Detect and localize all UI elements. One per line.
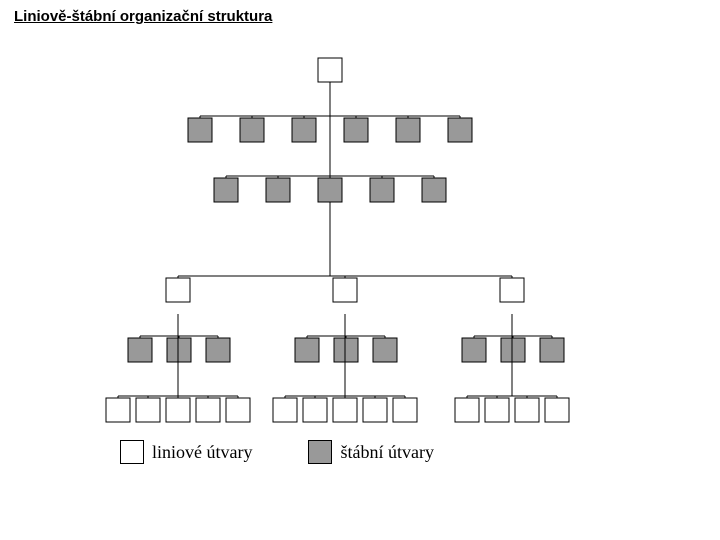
- legend: liniové útvary štábní útvary: [120, 440, 434, 464]
- line-node: [318, 58, 342, 82]
- staff-node: [540, 338, 564, 362]
- staff-node: [295, 338, 319, 362]
- line-node: [500, 278, 524, 302]
- line-node: [363, 398, 387, 422]
- line-node: [333, 278, 357, 302]
- line-node: [333, 398, 357, 422]
- staff-node: [292, 118, 316, 142]
- line-node: [393, 398, 417, 422]
- staff-node: [214, 178, 238, 202]
- line-node: [273, 398, 297, 422]
- line-node: [106, 398, 130, 422]
- diagram-title: Liniově-štábní organizační struktura: [14, 8, 272, 25]
- line-node: [226, 398, 250, 422]
- staff-node: [344, 118, 368, 142]
- staff-node: [318, 178, 342, 202]
- line-node: [515, 398, 539, 422]
- staff-node: [422, 178, 446, 202]
- org-chart: [0, 40, 720, 460]
- staff-node: [188, 118, 212, 142]
- staff-node: [167, 338, 191, 362]
- staff-node: [206, 338, 230, 362]
- staff-node: [128, 338, 152, 362]
- staff-node: [462, 338, 486, 362]
- legend-line-box: [120, 440, 144, 464]
- line-node: [455, 398, 479, 422]
- staff-node: [448, 118, 472, 142]
- staff-node: [396, 118, 420, 142]
- legend-line-label: liniové útvary: [152, 442, 252, 463]
- staff-node: [370, 178, 394, 202]
- line-node: [166, 278, 190, 302]
- staff-node: [266, 178, 290, 202]
- staff-node: [373, 338, 397, 362]
- line-node: [303, 398, 327, 422]
- line-node: [545, 398, 569, 422]
- staff-node: [501, 338, 525, 362]
- line-node: [485, 398, 509, 422]
- line-node: [136, 398, 160, 422]
- line-node: [166, 398, 190, 422]
- legend-staff-box: [308, 440, 332, 464]
- staff-node: [334, 338, 358, 362]
- line-node: [196, 398, 220, 422]
- staff-node: [240, 118, 264, 142]
- legend-staff-label: štábní útvary: [340, 442, 433, 463]
